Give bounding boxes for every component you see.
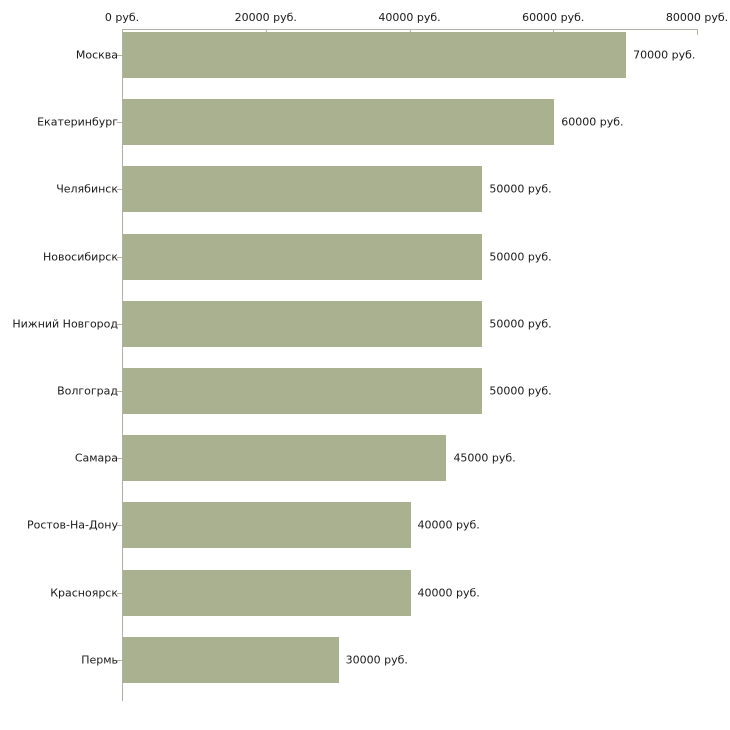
x-axis-tick-label: 40000 руб. — [378, 11, 441, 24]
y-axis-category-label: Самара — [74, 451, 118, 465]
y-axis-tick — [117, 189, 122, 190]
bar-value-label: 70000 руб. — [633, 48, 696, 62]
x-axis-tick — [697, 29, 698, 35]
bar[interactable] — [123, 435, 447, 482]
y-axis-category-label: Ростов-На-Дону — [26, 518, 118, 532]
bar[interactable] — [123, 32, 627, 78]
bar[interactable] — [123, 636, 339, 683]
y-axis-tick — [117, 122, 122, 123]
y-axis-line — [122, 29, 123, 701]
bar-value-label: 30000 руб. — [345, 653, 408, 667]
bar-value-label: 50000 руб. — [489, 182, 552, 196]
bar[interactable] — [123, 233, 483, 280]
bar[interactable] — [123, 502, 411, 549]
x-axis-tick-label: 60000 руб. — [522, 11, 585, 24]
bar-value-label: 45000 руб. — [453, 451, 516, 465]
y-axis-category-label: Нижний Новгород — [12, 317, 118, 331]
y-axis-tick — [117, 525, 122, 526]
y-axis-tick — [117, 324, 122, 325]
x-axis-tick-label: 0 руб. — [104, 11, 140, 24]
bar[interactable] — [123, 99, 555, 146]
y-axis-category-label: Челябинск — [56, 182, 118, 196]
y-axis-tick — [117, 593, 122, 594]
y-axis-tick — [117, 257, 122, 258]
bar-value-label: 40000 руб. — [417, 518, 480, 532]
y-axis-category-label: Пермь — [81, 653, 118, 667]
x-axis-tick-label: 20000 руб. — [234, 11, 297, 24]
bar-value-label: 50000 руб. — [489, 317, 552, 331]
y-axis-category-label: Волгоград — [57, 384, 118, 398]
bar-value-label: 50000 руб. — [489, 384, 552, 398]
y-axis-category-label: Красноярск — [50, 586, 118, 600]
bar-value-label: 50000 руб. — [489, 250, 552, 264]
x-axis-tick-label: 80000 руб. — [665, 11, 729, 24]
bar[interactable] — [123, 300, 483, 347]
y-axis-tick — [117, 391, 122, 392]
bar-value-label: 60000 руб. — [561, 115, 624, 129]
y-axis-tick — [117, 660, 122, 661]
y-axis-tick — [117, 458, 122, 459]
bar[interactable] — [123, 166, 483, 213]
bar-value-label: 40000 руб. — [417, 586, 480, 600]
y-axis-tick — [117, 55, 122, 56]
bar[interactable] — [123, 368, 483, 414]
y-axis-category-label: Москва — [75, 48, 118, 62]
y-axis-category-label: Екатеринбург — [37, 115, 118, 129]
bar[interactable] — [123, 569, 411, 616]
y-axis-category-label: Новосибирск — [42, 250, 118, 264]
